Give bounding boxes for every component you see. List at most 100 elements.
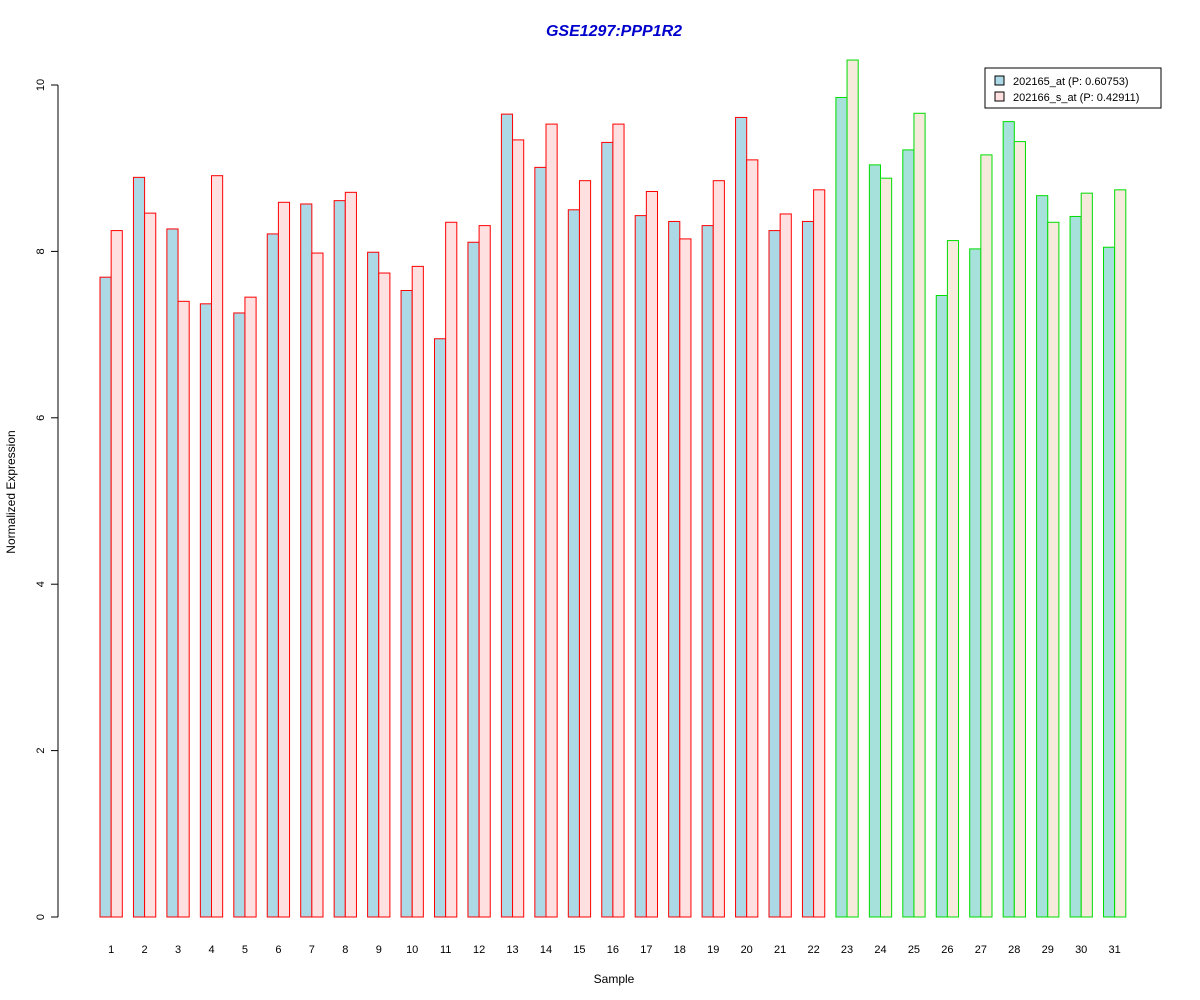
bar-sample-25-series-1 <box>902 149 915 918</box>
x-tick-label-21: 21 <box>774 944 786 956</box>
bar-sample-21-series-2 <box>779 213 792 918</box>
bar-sample-2-series-2 <box>144 212 157 918</box>
x-tick-label-24: 24 <box>874 944 886 956</box>
x-tick-label-8: 8 <box>342 944 348 956</box>
x-tick-label-11: 11 <box>440 944 451 956</box>
y-tick-label: 4 <box>35 581 47 587</box>
bar-sample-3-series-2 <box>177 300 190 918</box>
bar-sample-14-series-1 <box>534 166 547 918</box>
x-tick-label-17: 17 <box>640 944 652 956</box>
y-tick-label: 6 <box>35 415 47 421</box>
bar-sample-9-series-2 <box>378 272 391 918</box>
bar-sample-21-series-1 <box>768 230 781 918</box>
bar-sample-17-series-2 <box>645 191 658 918</box>
bar-sample-19-series-2 <box>712 180 725 918</box>
bar-sample-31-series-1 <box>1103 246 1116 918</box>
bar-sample-24-series-1 <box>868 164 881 918</box>
x-tick-label-26: 26 <box>941 944 953 956</box>
bar-sample-15-series-2 <box>578 180 592 918</box>
x-tick-label-23: 23 <box>841 944 853 956</box>
x-tick-label-16: 16 <box>607 944 619 956</box>
legend-swatch-202165-at <box>994 75 1005 86</box>
x-tick-label-5: 5 <box>242 944 248 956</box>
legend-label-202165-at: 202165_at (P: 0.60753) <box>1013 76 1129 88</box>
bar-sample-8-series-1 <box>333 200 346 918</box>
bar-sample-18-series-1 <box>668 220 681 918</box>
bar-sample-10-series-1 <box>400 290 413 918</box>
bar-sample-2-series-1 <box>132 176 146 918</box>
bars-layer <box>99 59 1127 918</box>
x-tick-label-18: 18 <box>674 944 686 956</box>
bar-sample-23-series-1 <box>835 96 848 918</box>
x-tick-label-15: 15 <box>573 944 585 956</box>
x-tick-label-10: 10 <box>406 944 418 956</box>
x-tick-label-19: 19 <box>707 944 719 956</box>
bar-sample-30-series-2 <box>1080 192 1093 918</box>
y-tick-label: 10 <box>35 79 47 91</box>
x-tick-label-6: 6 <box>275 944 281 956</box>
y-tick-label: 2 <box>35 748 47 754</box>
bar-sample-10-series-2 <box>411 265 424 918</box>
bar-sample-25-series-2 <box>913 112 926 918</box>
bar-sample-16-series-2 <box>612 123 625 918</box>
x-tick-label-9: 9 <box>376 944 382 956</box>
x-tick-label-25: 25 <box>908 944 920 956</box>
bar-sample-12-series-2 <box>478 225 491 918</box>
y-axis: 0 2 4 6 8 10 <box>35 79 59 920</box>
bar-sample-30-series-1 <box>1069 215 1082 918</box>
x-tick-label-14: 14 <box>540 944 552 956</box>
x-tick-label-13: 13 <box>506 944 518 956</box>
y-tick-label: 0 <box>35 914 47 920</box>
bar-sample-22-series-2 <box>813 189 826 918</box>
x-tick-label-7: 7 <box>309 944 315 956</box>
legend-label-202166-s-at: 202166_s_at (P: 0.42911) <box>1013 92 1139 104</box>
bar-sample-15-series-1 <box>567 209 580 918</box>
x-tick-label-31: 31 <box>1109 944 1121 956</box>
legend: 202165_at (P: 0.60753) 202166_s_at (P: 0… <box>984 67 1162 109</box>
bar-sample-28-series-2 <box>1013 141 1026 918</box>
bar-sample-29-series-1 <box>1036 195 1049 918</box>
x-tick-label-2: 2 <box>142 944 148 956</box>
bar-sample-13-series-1 <box>500 113 514 918</box>
bar-sample-1-series-2 <box>110 230 123 918</box>
bar-sample-11-series-2 <box>445 221 458 918</box>
bar-sample-22-series-1 <box>801 220 815 918</box>
bar-sample-1-series-1 <box>99 276 112 918</box>
bar-sample-13-series-2 <box>512 139 525 918</box>
bar-sample-24-series-2 <box>880 177 893 918</box>
x-tick-label-30: 30 <box>1075 944 1087 956</box>
x-tick-label-28: 28 <box>1008 944 1020 956</box>
x-tick-label-22: 22 <box>807 944 819 956</box>
bar-sample-20-series-1 <box>735 116 748 918</box>
legend-box <box>984 67 1162 109</box>
bar-sample-27-series-1 <box>969 248 982 918</box>
x-tick-label-27: 27 <box>975 944 987 956</box>
bar-sample-14-series-2 <box>545 123 558 918</box>
legend-swatch-202166-s-at <box>994 91 1005 102</box>
bar-sample-3-series-1 <box>166 228 179 918</box>
bar-sample-29-series-2 <box>1047 221 1060 918</box>
bar-sample-7-series-1 <box>300 203 313 918</box>
bar-sample-8-series-2 <box>344 191 357 918</box>
x-tick-label-20: 20 <box>741 944 753 956</box>
y-tick-label: 8 <box>35 248 47 254</box>
x-tick-label-1: 1 <box>108 944 114 956</box>
bar-sample-6-series-2 <box>277 201 291 918</box>
bar-sample-17-series-1 <box>634 215 647 918</box>
x-tick-label-3: 3 <box>175 944 181 956</box>
bar-sample-5-series-1 <box>233 312 246 918</box>
bar-sample-6-series-1 <box>266 233 279 918</box>
bar-sample-7-series-2 <box>311 252 324 918</box>
bar-sample-23-series-2 <box>846 59 859 918</box>
bar-sample-26-series-1 <box>935 295 948 918</box>
bar-sample-18-series-2 <box>679 238 692 918</box>
y-axis-title: Normalized Expression <box>4 430 18 553</box>
bar-sample-27-series-2 <box>980 154 993 918</box>
bar-sample-11-series-1 <box>434 338 447 918</box>
bar-sample-28-series-1 <box>1002 121 1015 918</box>
bar-sample-26-series-2 <box>946 240 960 918</box>
bar-sample-31-series-2 <box>1114 189 1127 918</box>
chart-title: GSE1297:PPP1R2 <box>546 23 682 40</box>
bar-sample-12-series-1 <box>467 241 480 918</box>
